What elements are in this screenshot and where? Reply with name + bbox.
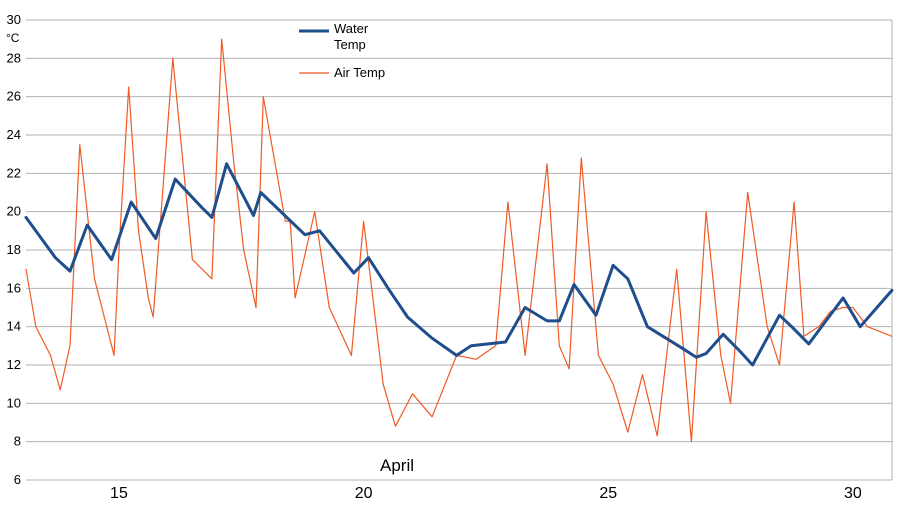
x-tick-label: 30 xyxy=(844,485,862,502)
y-tick-label: 18 xyxy=(7,242,21,257)
air-temp-line xyxy=(25,38,893,443)
y-axis-unit-label: °C xyxy=(6,31,20,45)
y-tick-label: 10 xyxy=(7,395,21,410)
series-lines xyxy=(24,38,894,443)
y-axis-ticks: 6 8 10 12 14 16 18 20 22 24 26 28 30 xyxy=(7,12,21,487)
y-tick-label: 8 xyxy=(14,434,21,449)
x-axis-label: April xyxy=(380,456,414,475)
y-tick-label: 30 xyxy=(7,12,21,27)
legend-water-label: Water Temp xyxy=(334,21,369,52)
x-tick-label: 25 xyxy=(599,485,617,502)
y-tick-label: 24 xyxy=(7,127,21,142)
gridlines xyxy=(26,19,893,481)
y-tick-label: 6 xyxy=(14,472,21,487)
y-tick-label: 22 xyxy=(7,165,21,180)
y-tick-label: 28 xyxy=(7,50,21,65)
legend: Water Temp Air Temp xyxy=(299,21,385,80)
x-tick-label: 20 xyxy=(355,485,373,502)
water-temp-line xyxy=(24,162,894,367)
y-tick-label: 20 xyxy=(7,204,21,219)
x-tick-label: 15 xyxy=(110,485,128,502)
x-axis-ticks: 15 20 25 30 xyxy=(110,485,862,502)
y-tick-label: 14 xyxy=(7,319,21,334)
y-tick-label: 16 xyxy=(7,280,21,295)
y-tick-label: 12 xyxy=(7,357,21,372)
y-tick-label: 26 xyxy=(7,89,21,104)
legend-air-label: Air Temp xyxy=(334,65,385,80)
